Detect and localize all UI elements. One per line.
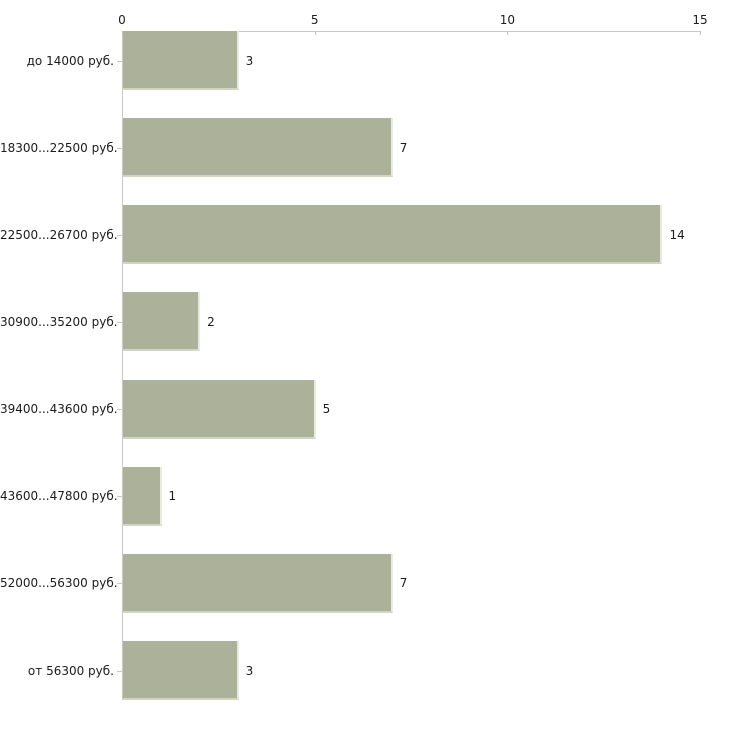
category-label: 43600...47800 руб. <box>0 489 118 504</box>
y-axis-line <box>122 31 123 700</box>
x-tick-label: 5 <box>310 13 319 27</box>
category-label: 52000...56300 руб. <box>0 576 118 591</box>
category-label: до 14000 руб. <box>26 53 114 68</box>
category-label: 39400...43600 руб. <box>0 402 118 417</box>
bar <box>123 553 393 613</box>
value-label: 3 <box>245 663 254 678</box>
x-tick-mark <box>507 31 509 35</box>
category-tick-mark <box>117 496 122 497</box>
category-tick-mark <box>117 61 122 62</box>
value-label: 7 <box>399 140 408 155</box>
x-axis-line <box>122 31 701 32</box>
bar <box>123 31 239 90</box>
category-tick-mark <box>117 235 122 236</box>
category-tick-mark <box>117 583 122 584</box>
x-tick-mark <box>700 31 701 35</box>
value-label: 2 <box>207 314 215 329</box>
category-tick-mark <box>117 322 122 323</box>
value-label: 7 <box>399 576 408 591</box>
category-label: 30900...35200 руб. <box>0 314 118 329</box>
x-tick-label: 15 <box>692 13 708 27</box>
bar <box>123 292 201 352</box>
value-label: 5 <box>322 402 331 417</box>
category-label: 18300...22500 руб. <box>0 140 118 155</box>
category-tick-mark <box>117 148 122 149</box>
bar <box>123 379 316 439</box>
category-label: 22500...26700 руб. <box>0 227 118 242</box>
x-tick-label: 10 <box>499 13 515 27</box>
x-tick-label: 0 <box>118 13 126 27</box>
category-tick-mark <box>117 671 122 672</box>
x-tick-mark <box>314 31 316 35</box>
category-tick-mark <box>117 409 122 410</box>
x-tick-mark <box>122 31 123 35</box>
value-label: 3 <box>245 53 254 68</box>
category-label: от 56300 руб. <box>27 663 114 678</box>
bar <box>123 641 239 700</box>
value-label: 1 <box>168 489 177 504</box>
value-label: 14 <box>669 227 685 242</box>
bar <box>123 466 162 526</box>
bar <box>123 205 663 265</box>
bar <box>123 118 393 178</box>
